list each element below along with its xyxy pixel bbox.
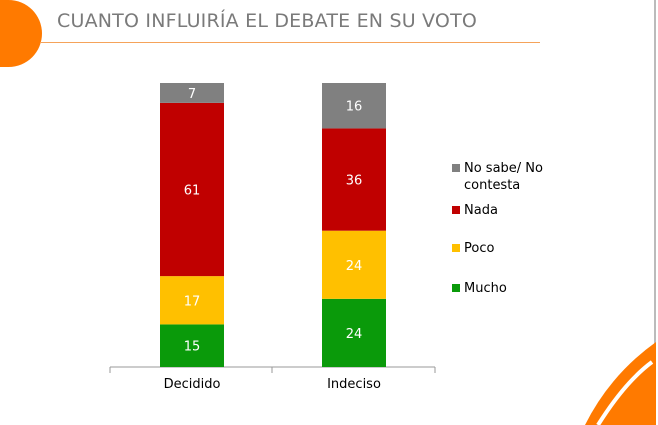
legend-item: Nada bbox=[452, 202, 562, 219]
bar-segment-nada bbox=[160, 102, 224, 277]
bar-segment-no-sabe-no-contesta bbox=[160, 83, 224, 103]
data-label: 24 bbox=[346, 327, 363, 342]
bar-segment-mucho bbox=[322, 298, 386, 367]
legend-swatch bbox=[452, 284, 460, 292]
title-divider bbox=[40, 42, 540, 43]
data-label: 17 bbox=[184, 294, 201, 309]
legend-label: No sabe/ No contesta bbox=[464, 161, 543, 193]
legend-label: Mucho bbox=[464, 281, 507, 296]
legend-swatch bbox=[452, 164, 460, 172]
category-label: Decidido bbox=[164, 377, 221, 392]
decorative-swoosh bbox=[585, 342, 656, 425]
legend-item: Poco bbox=[452, 240, 562, 257]
bar-segment-no-sabe-no-contesta bbox=[322, 83, 386, 129]
legend-item: No sabe/ No contesta bbox=[452, 160, 562, 194]
data-label: 15 bbox=[184, 340, 201, 355]
legend-label: Poco bbox=[464, 241, 495, 256]
bar-segment-mucho bbox=[160, 324, 224, 367]
data-label: 16 bbox=[346, 100, 363, 115]
data-label: 24 bbox=[346, 259, 363, 274]
data-label: 7 bbox=[188, 87, 196, 102]
legend-item: Mucho bbox=[452, 280, 562, 297]
legend-label: Nada bbox=[464, 203, 498, 218]
data-label: 61 bbox=[184, 184, 201, 199]
legend-swatch bbox=[452, 206, 460, 214]
bar-segment-poco bbox=[322, 230, 386, 299]
bar-segment-nada bbox=[322, 128, 386, 231]
bar-segment-poco bbox=[160, 276, 224, 325]
legend-swatch bbox=[452, 244, 460, 252]
chart-title: CUANTO INFLUIRÍA EL DEBATE EN SU VOTO bbox=[57, 10, 478, 32]
category-label: Indeciso bbox=[327, 377, 381, 392]
slide-edge bbox=[654, 0, 656, 425]
decorative-swoosh-line bbox=[596, 360, 654, 425]
data-label: 36 bbox=[346, 174, 363, 189]
